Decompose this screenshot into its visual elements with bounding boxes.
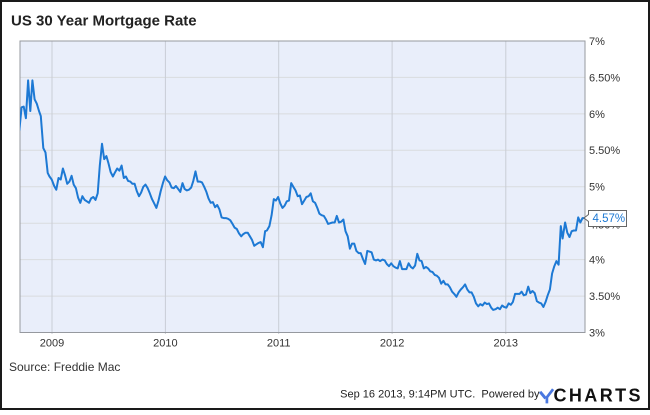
svg-text:5%: 5%	[589, 182, 605, 194]
svg-text:2012: 2012	[380, 338, 404, 350]
svg-text:3%: 3%	[589, 327, 605, 339]
svg-text:5.50%: 5.50%	[589, 145, 620, 157]
svg-text:2013: 2013	[494, 338, 518, 350]
svg-text:2010: 2010	[153, 338, 177, 350]
svg-text:2009: 2009	[40, 338, 64, 350]
svg-text:US 30 Year Mortgage Rate: US 30 Year Mortgage Rate	[11, 13, 197, 30]
svg-text:Source: Freddie Mac: Source: Freddie Mac	[9, 360, 120, 374]
svg-text:4.57%: 4.57%	[593, 213, 626, 225]
svg-text:2011: 2011	[267, 338, 291, 350]
svg-text:7%: 7%	[589, 36, 605, 48]
svg-text:CHARTS: CHARTS	[554, 386, 643, 406]
svg-text:6.50%: 6.50%	[589, 72, 620, 84]
svg-text:6%: 6%	[589, 109, 605, 121]
svg-text:3.50%: 3.50%	[589, 291, 620, 303]
svg-text:Sep 16 2013, 9:14PM UTC. Powe: Sep 16 2013, 9:14PM UTC. Powered by	[340, 389, 540, 401]
svg-text:4%: 4%	[589, 255, 605, 267]
